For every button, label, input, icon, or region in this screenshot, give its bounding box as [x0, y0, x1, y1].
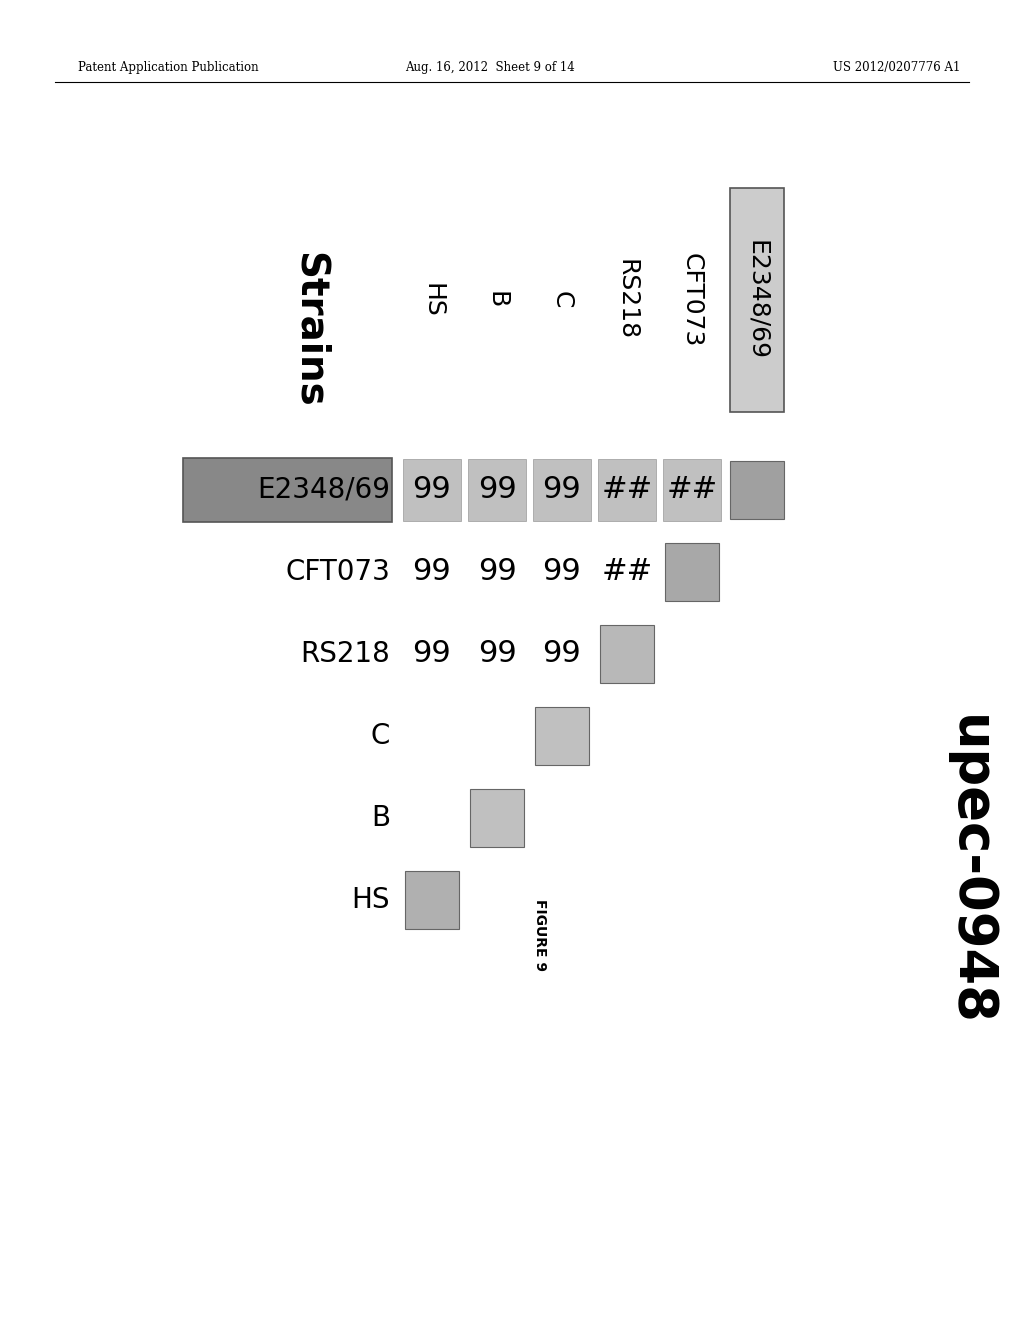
FancyBboxPatch shape	[730, 461, 784, 519]
Text: ##: ##	[601, 557, 652, 586]
Text: 99: 99	[477, 639, 516, 668]
Text: 99: 99	[543, 639, 582, 668]
FancyBboxPatch shape	[663, 459, 721, 521]
Text: Patent Application Publication: Patent Application Publication	[78, 62, 259, 74]
FancyBboxPatch shape	[470, 789, 524, 847]
FancyBboxPatch shape	[183, 458, 392, 521]
FancyBboxPatch shape	[600, 624, 654, 682]
Text: 99: 99	[543, 557, 582, 586]
Text: E2348/69: E2348/69	[745, 240, 769, 360]
FancyBboxPatch shape	[665, 543, 719, 601]
Text: C: C	[371, 722, 390, 750]
Text: Strains: Strains	[291, 252, 329, 408]
Text: 99: 99	[543, 475, 582, 504]
Text: Aug. 16, 2012  Sheet 9 of 14: Aug. 16, 2012 Sheet 9 of 14	[406, 62, 574, 74]
Text: US 2012/0207776 A1: US 2012/0207776 A1	[833, 62, 961, 74]
Text: 99: 99	[413, 475, 452, 504]
Text: 99: 99	[413, 557, 452, 586]
FancyBboxPatch shape	[730, 187, 784, 412]
Text: 99: 99	[413, 639, 452, 668]
Text: FIGURE 9: FIGURE 9	[534, 899, 547, 972]
Text: HS: HS	[351, 886, 390, 913]
Text: E2348/69: E2348/69	[257, 477, 390, 504]
Text: RS218: RS218	[615, 260, 639, 341]
Text: ##: ##	[667, 475, 718, 504]
FancyBboxPatch shape	[468, 459, 526, 521]
FancyBboxPatch shape	[403, 459, 461, 521]
Text: HS: HS	[420, 282, 444, 317]
Text: 99: 99	[477, 557, 516, 586]
Text: RS218: RS218	[300, 640, 390, 668]
Text: C: C	[550, 292, 574, 309]
FancyBboxPatch shape	[535, 708, 589, 766]
Text: 99: 99	[477, 475, 516, 504]
FancyBboxPatch shape	[406, 871, 459, 929]
Text: ##: ##	[601, 475, 652, 504]
FancyBboxPatch shape	[598, 459, 656, 521]
FancyBboxPatch shape	[534, 459, 591, 521]
Text: upec-0948: upec-0948	[944, 714, 996, 1026]
Text: B: B	[485, 292, 509, 309]
Text: CFT073: CFT073	[285, 558, 390, 586]
Text: B: B	[371, 804, 390, 832]
Text: CFT073: CFT073	[680, 253, 705, 347]
